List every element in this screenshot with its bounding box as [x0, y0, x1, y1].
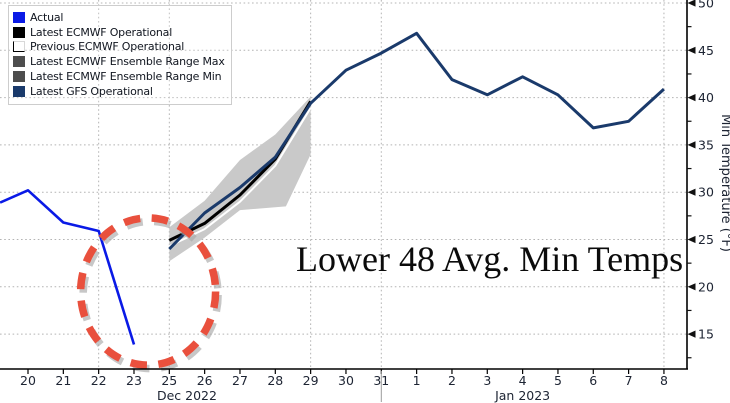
legend-item-latest-ecmwf-ensemble-range-min: Latest ECMWF Ensemble Range Min [13, 69, 225, 84]
legend-label: Latest ECMWF Ensemble Range Min [30, 70, 222, 84]
y-tick-arrow [687, 141, 696, 149]
x-tick-label: 5 [554, 373, 562, 388]
ensemble-range-band [169, 96, 311, 262]
y-tick-label: 40 [698, 90, 714, 105]
y-tick-label: 20 [698, 279, 714, 294]
x-tick-label: 26 [197, 373, 213, 388]
x-tick-label: 3 [483, 373, 491, 388]
y-tick-label: 25 [698, 232, 714, 247]
y-tick-arrow [687, 0, 696, 7]
x-tick-label: 25 [161, 373, 177, 388]
x-tick-label: 29 [303, 373, 319, 388]
y-tick-arrow [687, 46, 696, 54]
y-tick-arrow [687, 283, 696, 291]
x-tick-label: 7 [625, 373, 633, 388]
legend-label: Latest ECMWF Ensemble Range Max [30, 55, 225, 69]
x-tick-label: 23 [126, 373, 142, 388]
y-axis-title: Min Temperature (°F) [718, 114, 730, 252]
legend-label: Actual [30, 10, 64, 24]
legend-item-latest-ecmwf-operational: Latest ECMWF Operational [13, 25, 225, 40]
legend-label: Latest GFS Operational [30, 84, 153, 98]
x-tick-label: 30 [338, 373, 354, 388]
chart-title-annotation: Lower 48 Avg. Min Temps [296, 239, 684, 279]
month-label: Dec 2022 [157, 388, 217, 403]
x-tick-label: 28 [267, 373, 283, 388]
x-tick-label: 6 [589, 373, 597, 388]
legend-swatch-latest-gfs-operational [13, 85, 25, 97]
highlight-circle-annotation [76, 214, 220, 369]
x-tick-label: 22 [91, 373, 107, 388]
legend-item-previous-ecmwf-operational: Previous ECMWF Operational [13, 40, 225, 55]
legend-label: Latest ECMWF Operational [30, 25, 173, 39]
legend-swatch-previous-ecmwf-operational [13, 41, 25, 53]
y-tick-label: 30 [698, 185, 714, 200]
x-tick-label: 20 [20, 373, 36, 388]
legend-item-latest-ecmwf-ensemble-range-max: Latest ECMWF Ensemble Range Max [13, 54, 225, 69]
y-tick-label: 15 [698, 327, 714, 342]
legend-swatch-actual [13, 11, 25, 23]
x-tick-label: 1 [413, 373, 421, 388]
legend-item-latest-gfs-operational: Latest GFS Operational [13, 84, 225, 99]
x-tick-label: 2 [448, 373, 456, 388]
y-tick-arrow [687, 94, 696, 102]
legend-swatch-latest-ecmwf-operational [13, 26, 25, 38]
legend-item-actual: Actual [13, 10, 225, 25]
series-line-latest-gfs-operational [168, 31, 665, 251]
x-tick-label: 4 [519, 373, 527, 388]
legend-label: Previous ECMWF Operational [30, 40, 185, 54]
y-tick-arrow [687, 330, 696, 338]
y-tick-arrow [687, 188, 696, 196]
legend: Actual Latest ECMWF Operational Previous E… [8, 5, 232, 105]
y-tick-label: 45 [698, 43, 714, 58]
series-line-actual [0, 189, 136, 345]
x-tick-label: 21 [55, 373, 71, 388]
x-tick-label: 8 [660, 373, 668, 388]
month-label: Jan 2023 [494, 388, 550, 403]
legend-swatch-latest-ecmwf-ensemble-range-max [13, 56, 25, 68]
y-tick-arrow [687, 235, 696, 244]
x-tick-label: 27 [232, 373, 248, 388]
legend-swatch-latest-ecmwf-ensemble-range-min [13, 71, 25, 83]
y-tick-label: 50 [698, 0, 714, 11]
y-tick-label: 35 [698, 137, 714, 152]
